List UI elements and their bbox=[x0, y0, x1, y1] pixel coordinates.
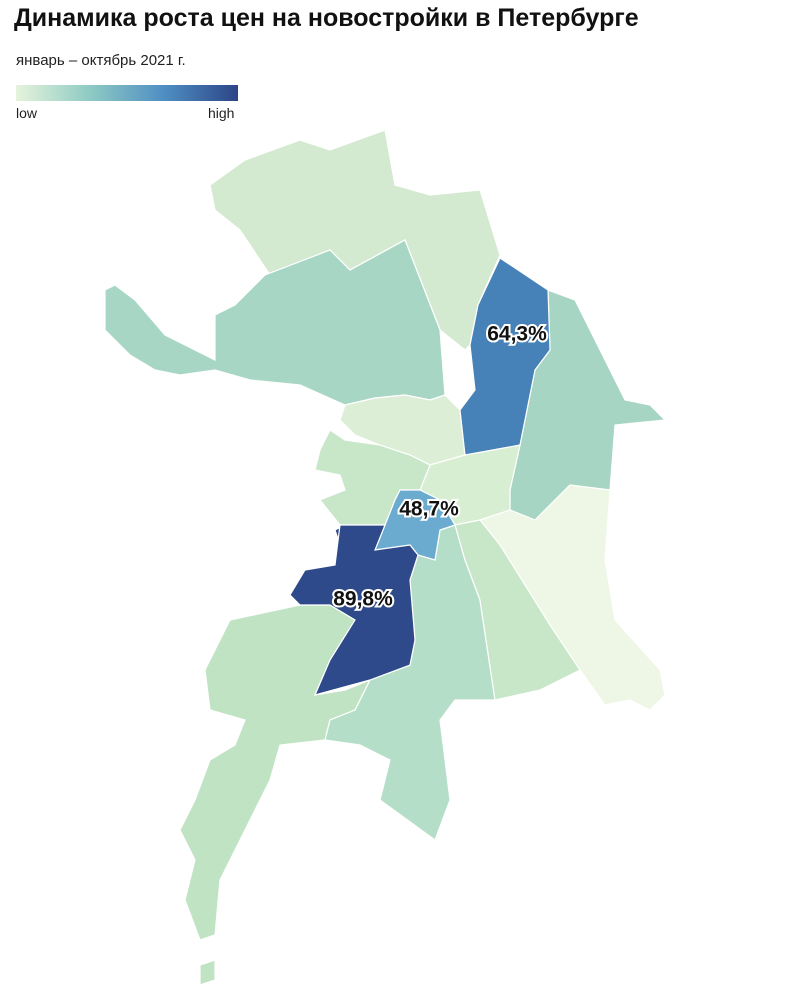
value-label: 89,8% bbox=[333, 588, 393, 611]
legend-gradient bbox=[16, 85, 238, 101]
legend-low: low bbox=[16, 105, 38, 121]
title: Динамика роста цен на новостройки в Пете… bbox=[14, 4, 639, 32]
subtitle: январь – октябрь 2021 г. bbox=[16, 52, 186, 69]
district-highlight bbox=[374, 489, 456, 561]
district bbox=[454, 519, 581, 701]
district-highlight bbox=[459, 257, 551, 456]
district-highlight bbox=[289, 524, 419, 696]
value-label: 48,7% bbox=[399, 498, 459, 521]
island bbox=[199, 959, 216, 986]
value-label: 64,3% bbox=[487, 323, 547, 346]
legend-high: high bbox=[208, 105, 235, 121]
